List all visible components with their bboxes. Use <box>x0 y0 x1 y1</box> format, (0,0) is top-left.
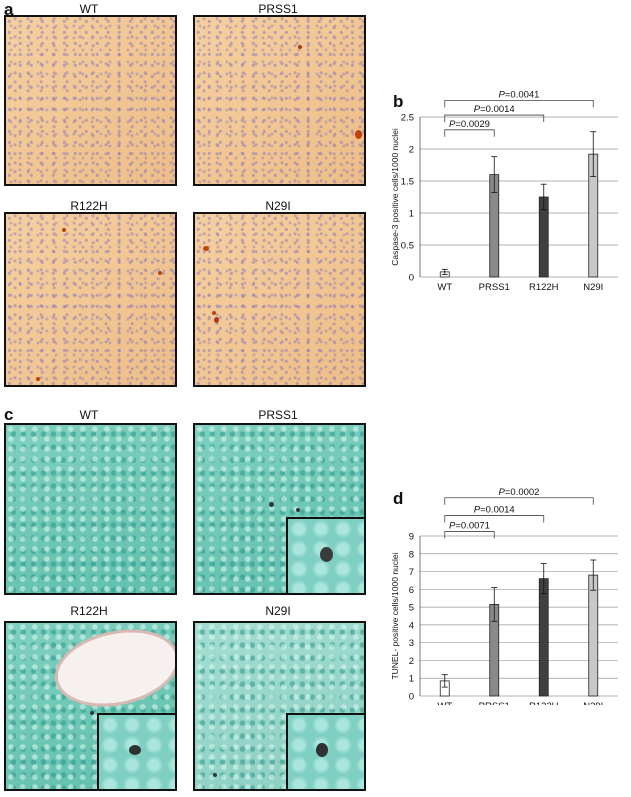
p-value-label: P=0.0041 <box>499 89 540 100</box>
stain-spot <box>158 271 162 275</box>
ihc-image-prss1 <box>193 15 366 186</box>
panel-b-letter: b <box>393 92 404 111</box>
y-axis-label: TUNEL- positive cells/1000 nuclei <box>390 552 400 679</box>
tunel-positive-nucleus <box>269 502 274 507</box>
y-tick-label: 6 <box>409 585 414 596</box>
bar-n29i <box>588 574 599 697</box>
tunel-positive-nucleus <box>320 547 333 562</box>
panel-c-label-n29i: N29I <box>265 604 291 618</box>
significance-bracket <box>444 497 594 505</box>
stain-spot <box>355 130 362 139</box>
tunel-chart: 0 1 2 3 4 5 6 7 8 9 TUNEL- positive cells/1000 nuc… <box>390 487 618 705</box>
panel-c-label-prss1: PRSS1 <box>258 408 298 422</box>
stain-spot <box>214 317 219 323</box>
p-value-label: P=0.0014 <box>474 505 515 516</box>
x-tick-label: WT <box>437 701 452 705</box>
significance-bracket <box>444 531 495 539</box>
panel-d-letter: d <box>393 489 404 508</box>
x-tick-label: N29I <box>583 701 603 705</box>
significance-bracket <box>444 515 545 523</box>
panel-a-label-prss1: PRSS1 <box>258 2 298 16</box>
ihc-image-r122h <box>4 212 177 387</box>
panel-a-label-r122h: R122H <box>70 199 108 213</box>
panel-c-label-wt: WT <box>79 408 99 422</box>
p-value-label: P=0.0071 <box>449 521 490 532</box>
y-tick-label: 9 <box>409 532 414 543</box>
tunel-positive-nucleus <box>316 743 328 757</box>
tunel-image-r122h <box>4 621 177 791</box>
y-axis-label: Caspase-3 positive cells/1000 nuclei <box>390 128 400 266</box>
y-tick-label: 1.5 <box>401 177 414 188</box>
x-tick-label: PRSS1 <box>479 701 510 705</box>
significance-bracket <box>444 99 594 108</box>
x-tick-label: N29I <box>583 282 603 293</box>
tunel-image-n29i <box>193 621 366 791</box>
y-tick-label: 0.5 <box>401 241 414 252</box>
pancreatic-duct <box>47 623 175 718</box>
tunel-inset-prss1 <box>286 517 364 593</box>
panel-a-letter: a <box>4 0 14 19</box>
y-tick-label: 7 <box>409 567 414 578</box>
ihc-image-wt <box>4 15 177 186</box>
stain-spot <box>298 45 302 49</box>
panel-c-letter: c <box>4 405 14 424</box>
y-tick-label: 2 <box>409 656 414 667</box>
y-tick-label: 0 <box>409 273 414 284</box>
tunel-positive-nucleus <box>129 745 141 755</box>
x-tick-label: R122H <box>529 282 559 293</box>
y-tick-label: 0 <box>409 692 414 703</box>
y-tick-label: 2 <box>409 145 414 156</box>
significance-bracket <box>444 114 545 123</box>
p-value-label: P=0.0002 <box>499 487 540 498</box>
panel-a-label-n29i: N29I <box>265 199 291 213</box>
y-tick-label: 5 <box>409 603 414 614</box>
y-tick-label: 3 <box>409 638 414 649</box>
tunel-inset-n29i <box>286 713 364 789</box>
y-tick-label: 1 <box>409 209 414 220</box>
stain-spot <box>62 228 66 232</box>
x-tick-label: R122H <box>529 701 559 705</box>
y-tick-label: 4 <box>409 620 414 631</box>
stain-spot <box>212 311 216 315</box>
bar-r122h <box>538 578 549 697</box>
tunel-positive-nucleus <box>90 711 94 715</box>
y-tick-label: 1 <box>409 674 414 685</box>
x-tick-label: WT <box>437 282 452 293</box>
ihc-image-n29i <box>193 212 366 387</box>
p-value-label: P=0.0029 <box>449 119 490 130</box>
tunel-inset-r122h <box>97 713 175 789</box>
stain-spot <box>36 377 40 381</box>
significance-bracket <box>444 129 495 137</box>
tunel-image-prss1 <box>193 423 366 595</box>
p-value-label: P=0.0014 <box>474 104 515 115</box>
tunel-positive-nucleus <box>213 773 217 777</box>
stain-spot <box>203 246 209 251</box>
tunel-image-wt <box>4 423 177 595</box>
y-tick-label: 2.5 <box>401 113 414 124</box>
panel-a-label-wt: WT <box>79 2 99 16</box>
x-tick-label: PRSS1 <box>479 282 510 293</box>
y-tick-label: 8 <box>409 549 414 560</box>
panel-c-label-r122h: R122H <box>70 604 108 618</box>
tunel-positive-nucleus <box>296 508 300 512</box>
